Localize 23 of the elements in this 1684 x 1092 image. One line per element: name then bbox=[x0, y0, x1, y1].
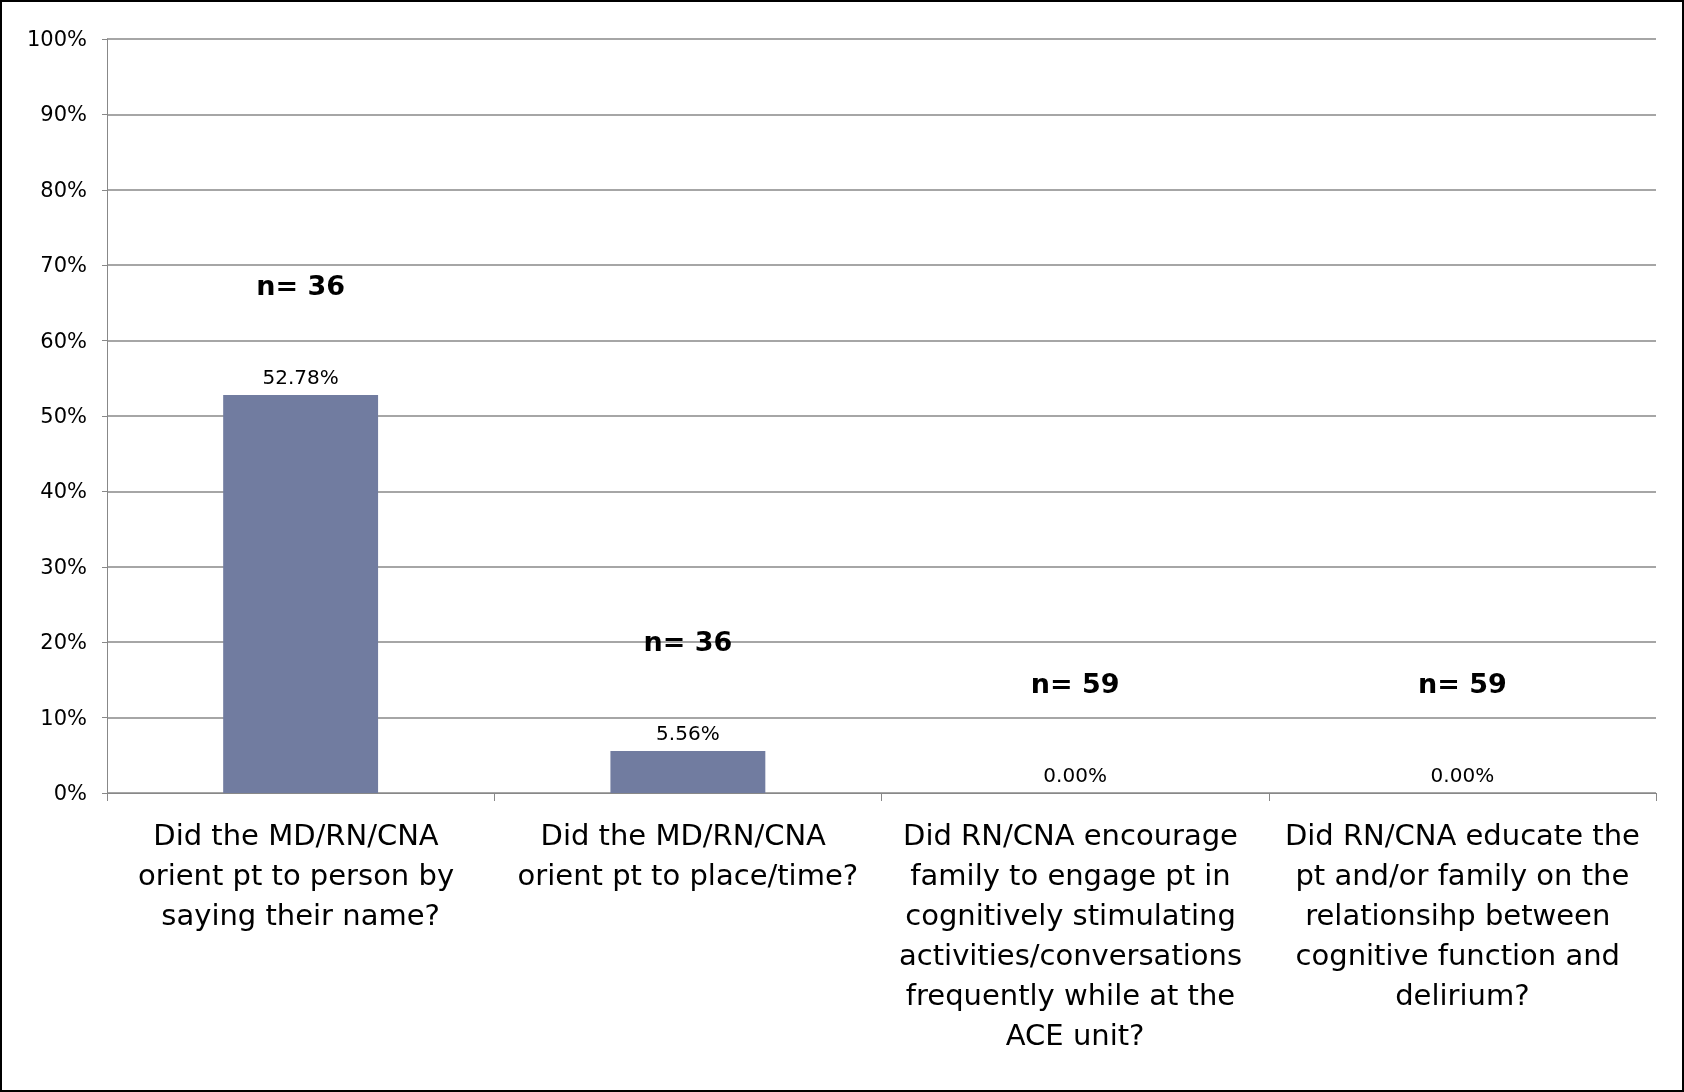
x-tick-label: Did the MD/RN/CNA orient pt to place/time? bbox=[517, 818, 859, 892]
y-tick-label: 30% bbox=[40, 554, 87, 579]
annotation: n= 59 bbox=[1030, 667, 1120, 699]
y-tick-label: 20% bbox=[40, 630, 87, 655]
y-tick-label: 60% bbox=[40, 328, 87, 353]
x-tick-label: Did RN/CNA educate the pt and/or family on the relationsihp between cognitive function and delirium? bbox=[1284, 818, 1640, 1012]
y-tick-label: 40% bbox=[40, 479, 87, 504]
data-label: 52.78% bbox=[262, 365, 339, 390]
annotation: n= 36 bbox=[256, 269, 346, 301]
y-tick-label: 0% bbox=[53, 781, 87, 805]
y-tick-label: 50% bbox=[40, 404, 87, 428]
y-tick-label: 10% bbox=[40, 705, 87, 730]
annotation: n= 59 bbox=[1417, 667, 1507, 699]
annotation: n= 36 bbox=[643, 625, 733, 657]
data-label: 5.56% bbox=[656, 721, 720, 746]
y-tick-label: 90% bbox=[40, 102, 87, 127]
y-tick-label: 80% bbox=[40, 177, 87, 202]
x-tick-label: Did RN/CNA encourage family to engage pt in cognitively stimulating activities/conversations frequently while at the ACE unit? bbox=[898, 818, 1252, 1052]
y-tick-label: 70% bbox=[40, 253, 87, 278]
y-tick-label: 100% bbox=[26, 27, 87, 51]
data-label: 0.00% bbox=[1430, 763, 1495, 787]
x-tick-label: Did the MD/RN/CNA orient pt to person by saying their name? bbox=[137, 818, 464, 932]
data-label: 0.00% bbox=[1043, 763, 1107, 787]
